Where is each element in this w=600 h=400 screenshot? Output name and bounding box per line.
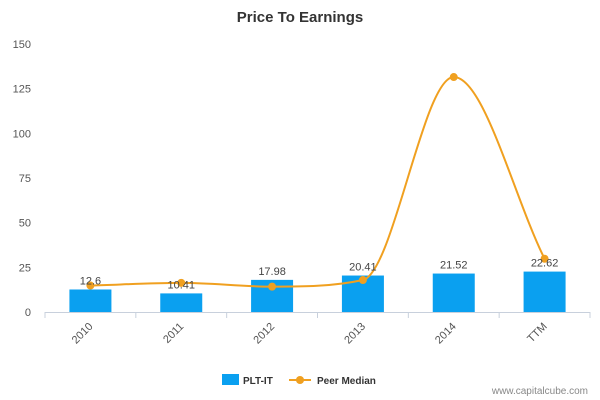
bar-data-label: 12.6 [80,275,101,287]
y-tick-label: 0 [25,307,31,319]
x-tick-label: TTM [525,321,549,345]
x-tick-label: 2014 [433,321,459,347]
legend-label-plt-it: PLT-IT [243,376,273,387]
legend: PLT-IT Peer Median [222,374,376,387]
legend-swatch-plt-it [222,374,239,385]
y-tick-label: 75 [19,173,31,185]
y-tick-label: 100 [13,128,31,140]
y-tick-label: 25 [19,262,31,274]
data-labels: 12.6 10.41 17.98 20.41 21.52 22.62 [80,258,559,292]
peer-median-point [268,282,277,291]
bar-series [69,271,566,312]
x-tick-label: 2013 [342,321,368,347]
peer-median-point [540,254,549,263]
bar [160,293,203,312]
x-tick-label: 2010 [70,321,96,347]
x-tick-label: 2011 [161,321,186,346]
y-tick-label: 50 [19,218,31,230]
line-series [86,73,549,291]
bar-data-label: 21.52 [440,260,468,272]
bar [432,273,475,312]
credit-text: www.capitalcube.com [491,386,588,397]
x-tick-label: 2012 [251,321,277,347]
y-tick-label: 150 [13,39,31,51]
y-tick-label: 125 [13,84,31,96]
legend-label-peer-median: Peer Median [317,376,376,387]
bar [523,271,566,312]
peer-median-point [358,276,367,285]
bar-data-label: 22.62 [531,258,559,270]
bar-data-label: 20.41 [349,262,377,274]
chart-title: Price To Earnings [237,9,363,26]
peer-median-line [90,76,546,288]
peer-median-point [449,73,458,82]
bar [69,289,112,312]
bar-data-label: 10.41 [167,279,195,291]
bar-data-label: 17.98 [258,266,286,278]
peer-median-point [177,278,186,287]
legend-marker-peer-median [296,376,304,384]
peer-median-point [86,281,95,290]
